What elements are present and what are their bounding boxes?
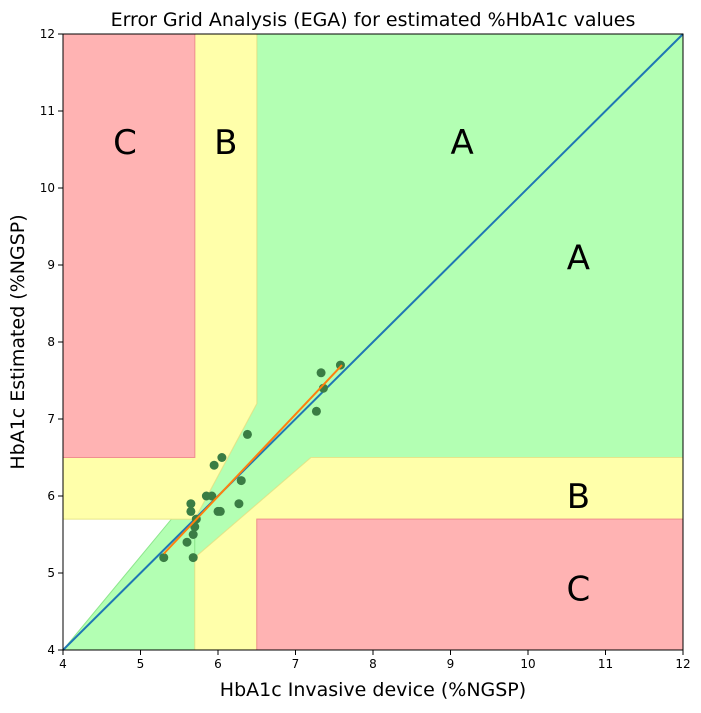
zone-c-region-5 [256,518,684,651]
data-point-16 [242,429,252,439]
y-tick-label-10: 10 [40,181,55,195]
y-tick-label-8: 8 [47,335,55,349]
y-tick-label-5: 5 [47,566,55,580]
chart-title: Error Grid Analysis (EGA) for estimated … [111,9,636,31]
y-tick-label-11: 11 [40,104,55,118]
y-tick-label-4: 4 [47,643,55,657]
lines-layer [62,33,684,651]
data-point-9 [207,491,217,501]
y-tick-label-9: 9 [47,258,55,272]
zone-label-c-5: C [567,569,591,609]
points-layer [159,360,345,563]
x-axis-label: HbA1c Invasive device (%NGSP) [220,679,526,701]
zones-layer [61,33,684,651]
x-tick-label-11: 11 [598,657,613,671]
x-tick-label-7: 7 [292,657,300,671]
data-point-2 [186,506,196,516]
zone-labels-layer: C B A A B C [113,123,590,610]
x-tick-label-6: 6 [214,657,222,671]
y-tick-label-7: 7 [47,412,55,426]
zone-label-a-3: A [567,238,590,278]
x-tick-label-10: 10 [520,657,535,671]
identity-line [62,33,684,651]
data-point-5 [188,553,198,563]
y-tick-label-12: 12 [40,27,55,41]
x-tick-label-5: 5 [137,657,145,671]
data-point-0 [159,553,169,563]
data-point-1 [182,537,192,547]
fit-line [163,364,343,555]
data-point-12 [215,506,225,516]
x-tick-label-12: 12 [675,657,690,671]
data-point-15 [236,476,246,486]
zone-c-region-4 [62,33,196,458]
data-point-14 [234,499,244,509]
x-tick-label-8: 8 [369,657,377,671]
zone-label-b-4: B [567,477,590,517]
y-axis-ticks: 4 5 6 7 8 9 10 11 12 [40,27,63,657]
zone-label-b-1: B [214,123,237,163]
x-tick-label-9: 9 [447,657,455,671]
zone-label-c-0: C [113,123,137,163]
data-point-3 [186,499,196,509]
data-point-13 [217,453,227,462]
y-axis-label: HbA1c Estimated (%NGSP) [7,214,29,469]
data-point-10 [209,460,219,470]
x-axis-ticks: 4 5 6 7 8 9 10 11 12 [59,650,691,671]
data-point-4 [188,530,198,539]
data-point-17 [311,406,321,416]
x-tick-label-4: 4 [59,657,67,671]
data-point-18 [316,368,326,378]
y-tick-label-6: 6 [47,489,55,503]
data-point-20 [335,360,345,370]
zone-label-a-2: A [450,123,473,163]
